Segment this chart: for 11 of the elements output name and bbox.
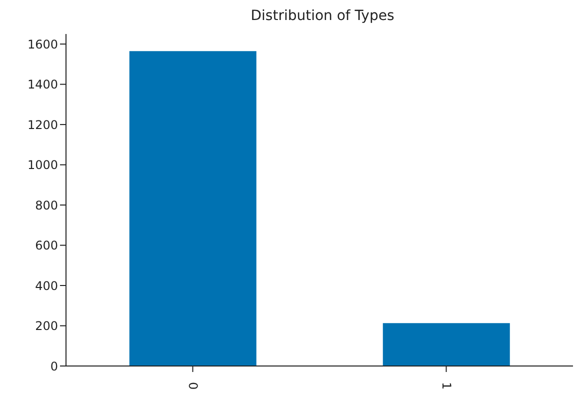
chart-title: Distribution of Types [250, 8, 396, 26]
y-tick-label: 1000 [27, 158, 58, 172]
y-tick-label: 600 [35, 238, 58, 253]
y-tick-label: 400 [35, 278, 58, 293]
x-tick-label: 1 [439, 382, 454, 390]
y-tick-label: 1200 [27, 118, 58, 132]
y-tick-label: 0 [50, 359, 58, 374]
y-tick-label: 200 [35, 319, 58, 334]
y-tick-label: 1600 [27, 37, 58, 52]
y-tick-label: 800 [35, 198, 58, 212]
y-tick-label: 1400 [27, 78, 58, 92]
